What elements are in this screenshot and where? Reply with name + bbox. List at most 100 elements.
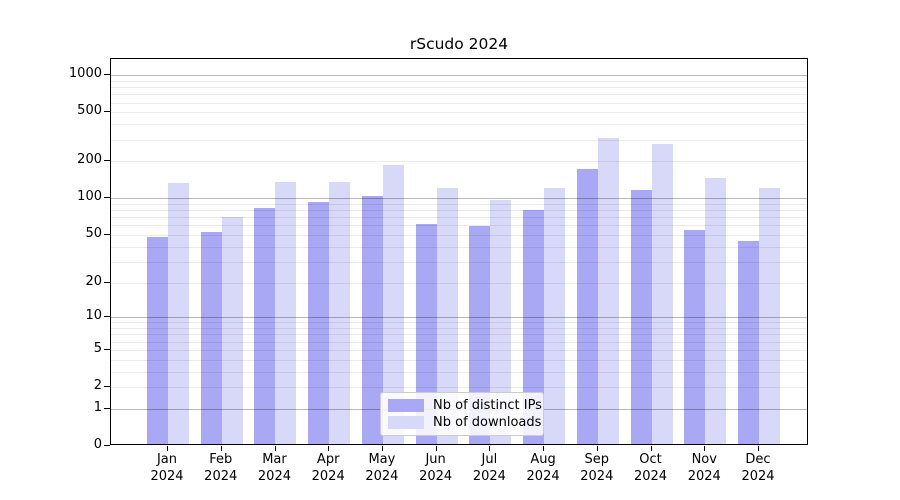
gridline-y-30 xyxy=(111,261,807,263)
gridline-y-9 xyxy=(111,322,807,324)
y-tick-mark xyxy=(104,160,110,162)
gridline-y-600 xyxy=(111,102,807,104)
gridline-container xyxy=(111,59,807,444)
bar-series-container xyxy=(111,59,807,444)
x-tick-mark xyxy=(489,446,491,451)
legend-swatch-distinct-ips xyxy=(388,398,424,412)
x-tick-label-dec: Dec 2024 xyxy=(741,452,775,484)
x-tick-label-aug: Aug 2024 xyxy=(526,452,560,484)
y-tick-label-500: 500 xyxy=(77,103,102,119)
gridline-y-20 xyxy=(111,282,807,284)
bar-ips-dec xyxy=(738,240,759,444)
x-tick-label-oct: Oct 2024 xyxy=(633,452,668,484)
bar-ips-jul xyxy=(469,226,491,444)
x-tick-mark xyxy=(381,446,383,451)
y-tick-mark xyxy=(104,316,110,318)
gridline-y-3 xyxy=(111,371,807,373)
x-tick-mark xyxy=(704,446,706,451)
chart-title: rScudo 2024 xyxy=(409,35,509,53)
gridline-y-800 xyxy=(111,87,807,89)
y-tick-label-2: 2 xyxy=(93,378,102,394)
gridline-y-300 xyxy=(111,139,807,141)
bar-downloads-jan xyxy=(168,183,189,444)
y-tick-mark xyxy=(104,74,110,76)
bar-downloads-oct xyxy=(651,144,673,444)
gridline-y-40 xyxy=(111,246,807,248)
bar-ips-jan xyxy=(147,237,168,444)
y-tick-label-1: 1 xyxy=(93,399,102,415)
y-tick-label-0: 0 xyxy=(93,437,102,452)
x-tick-label-may: May 2024 xyxy=(365,452,399,484)
bar-downloads-aug xyxy=(544,187,566,444)
x-tick-label-jun: Jun 2024 xyxy=(419,452,453,484)
bar-ips-mar xyxy=(254,208,276,444)
gridline-y-80 xyxy=(111,210,807,212)
gridline-y-100 xyxy=(111,198,807,200)
bar-ips-feb xyxy=(200,231,222,444)
gridline-y-900 xyxy=(111,80,807,82)
bar-ips-jun xyxy=(415,224,437,444)
legend-label-distinct-ips: Nb of distinct IPs xyxy=(433,397,542,413)
y-tick-label-200: 200 xyxy=(77,152,102,168)
bar-downloads-feb xyxy=(221,216,243,444)
gridline-y-50 xyxy=(111,234,807,236)
gridline-y-5 xyxy=(111,349,807,351)
bar-downloads-nov xyxy=(705,177,727,444)
bar-downloads-jul xyxy=(490,200,512,444)
x-tick-label-apr: Apr 2024 xyxy=(311,452,345,484)
plot-area xyxy=(110,58,808,445)
x-tick-label-nov: Nov 2024 xyxy=(687,452,721,484)
bar-downloads-mar xyxy=(275,182,297,444)
bar-downloads-dec xyxy=(759,187,780,444)
x-tick-mark xyxy=(274,446,276,451)
y-tick-mark xyxy=(104,407,110,409)
gridline-y-2 xyxy=(111,387,807,388)
bar-ips-oct xyxy=(630,190,652,444)
gridline-y-7 xyxy=(111,334,807,336)
bar-ips-sep xyxy=(576,169,598,444)
x-tick-mark xyxy=(758,446,759,451)
x-tick-label-jul: Jul 2024 xyxy=(472,452,506,484)
bar-downloads-jun xyxy=(436,187,458,444)
x-tick-mark xyxy=(167,446,168,451)
gridline-y-60 xyxy=(111,225,807,227)
y-tick-label-5: 5 xyxy=(93,340,102,356)
x-tick-label-feb: Feb 2024 xyxy=(204,452,238,484)
legend: Nb of distinct IPs Nb of downloads xyxy=(380,392,544,436)
gridline-y-500 xyxy=(111,112,807,114)
y-tick-mark xyxy=(104,197,110,199)
y-tick-mark xyxy=(104,445,110,446)
gridline-y-8 xyxy=(111,328,807,329)
bar-ips-nov xyxy=(684,229,706,444)
bar-downloads-sep xyxy=(597,138,619,444)
gridline-y-1000 xyxy=(111,75,807,77)
gridline-y-200 xyxy=(111,161,807,163)
y-tick-mark xyxy=(104,111,110,113)
x-tick-mark xyxy=(435,446,437,451)
x-tick-label-sep: Sep 2024 xyxy=(580,452,614,484)
x-tick-label-mar: Mar 2024 xyxy=(257,452,291,484)
y-tick-mark xyxy=(104,386,110,387)
x-tick-mark xyxy=(220,446,222,451)
gridline-y-4 xyxy=(111,359,807,361)
gridline-y-90 xyxy=(111,203,807,205)
legend-row: Nb of downloads xyxy=(388,415,541,430)
gridline-y-10 xyxy=(111,317,807,319)
legend-label-downloads: Nb of downloads xyxy=(433,415,542,431)
bar-downloads-apr xyxy=(329,182,351,444)
gridline-y-70 xyxy=(111,217,807,219)
y-tick-mark xyxy=(104,233,110,235)
x-tick-mark xyxy=(543,446,545,451)
x-tick-mark xyxy=(596,446,598,451)
y-tick-label-10: 10 xyxy=(85,308,102,324)
gridline-y-6 xyxy=(111,341,807,343)
x-tick-mark xyxy=(328,446,330,451)
y-tick-label-1000: 1000 xyxy=(68,66,102,82)
bar-ips-may xyxy=(361,196,383,444)
bar-downloads-may xyxy=(382,164,404,444)
legend-swatch-downloads xyxy=(388,416,424,430)
bar-ips-apr xyxy=(308,202,330,444)
gridline-y-700 xyxy=(111,94,807,96)
x-tick-mark xyxy=(650,446,652,451)
